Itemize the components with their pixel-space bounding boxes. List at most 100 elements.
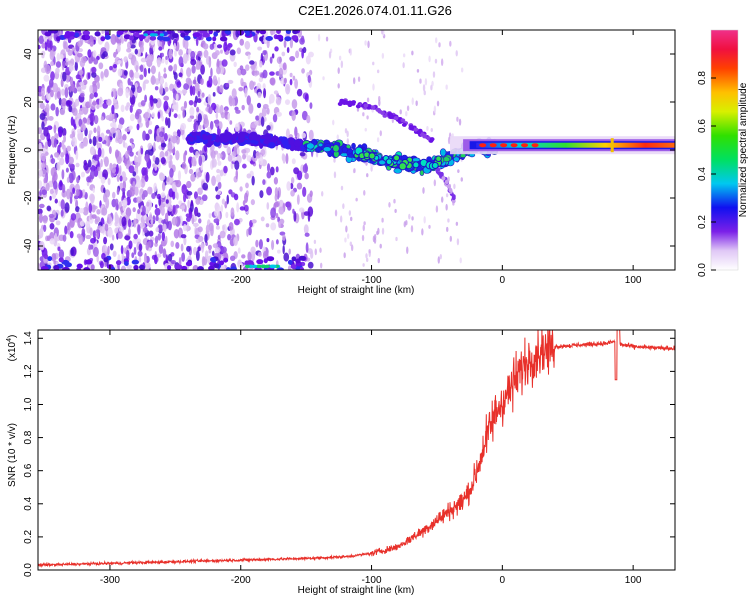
- noise-blob: [136, 86, 143, 93]
- track-blob: [201, 133, 207, 138]
- noise-blob: [140, 100, 146, 107]
- noise-blob: [61, 183, 66, 194]
- noise-blob: [166, 177, 170, 183]
- noise-blob: [219, 84, 224, 94]
- noise-blob: [293, 210, 297, 222]
- noise-blob: [207, 94, 212, 106]
- noise-blob: [62, 60, 66, 68]
- noise-blob: [244, 40, 251, 50]
- noise-blob: [269, 93, 275, 104]
- noise-blob: [75, 189, 80, 197]
- noise-blob: [251, 219, 257, 224]
- edge-band-blob: [284, 36, 292, 42]
- noise-blob: [433, 179, 437, 187]
- colorbar-tick-label: 0.8: [697, 71, 708, 85]
- noise-blob: [219, 169, 224, 177]
- noise-blob: [155, 215, 159, 222]
- noise-blob: [85, 220, 91, 228]
- noise-blob: [433, 105, 437, 113]
- noise-blob: [216, 168, 221, 174]
- noise-blob: [163, 67, 167, 73]
- noise-blob: [244, 192, 249, 204]
- noise-blob: [459, 257, 462, 264]
- noise-blob: [98, 136, 103, 142]
- noise-blob: [134, 111, 140, 120]
- noise-blob: [154, 86, 159, 91]
- noise-blob: [411, 97, 414, 105]
- edge-band-blob: [111, 266, 116, 270]
- upper-branch-blob: [337, 101, 343, 106]
- noise-blob: [151, 193, 156, 199]
- noise-blob: [202, 43, 209, 50]
- noise-blob: [39, 113, 46, 121]
- noise-blob: [148, 129, 153, 135]
- noise-blob: [242, 153, 247, 160]
- y-tick-label: 0.8: [23, 430, 34, 444]
- noise-blob: [92, 136, 97, 147]
- noise-blob: [55, 61, 62, 68]
- edge-band-blob: [128, 35, 135, 41]
- edge-band-blob: [47, 256, 53, 262]
- noise-blob: [233, 193, 239, 201]
- noise-blob: [227, 154, 233, 162]
- noise-blob: [229, 255, 236, 262]
- band-hot-spot: [521, 143, 529, 148]
- noise-blob: [117, 123, 123, 130]
- noise-blob: [38, 262, 41, 270]
- noise-blob: [405, 220, 408, 226]
- noise-blob: [372, 83, 375, 91]
- noise-blob: [66, 188, 71, 200]
- edge-band-blob: [64, 262, 72, 268]
- noise-blob: [188, 99, 194, 106]
- colorbar-axes: 0.0 0.2 0.4 0.6 0.8: [697, 71, 716, 277]
- noise-blob: [208, 75, 212, 81]
- noise-blob: [38, 228, 44, 239]
- noise-blob: [246, 95, 251, 106]
- noise-blob: [110, 127, 116, 134]
- noise-blob: [154, 163, 158, 171]
- noise-blob: [255, 239, 259, 248]
- noise-blob: [89, 112, 95, 123]
- noise-blob: [38, 180, 43, 190]
- noise-blob: [208, 213, 212, 219]
- noise-blob: [76, 128, 81, 134]
- noise-blob: [66, 177, 70, 184]
- noise-blob: [289, 38, 294, 49]
- edge-band-blob: [68, 31, 75, 37]
- noise-blob: [153, 254, 158, 265]
- noise-blob: [436, 100, 440, 107]
- noise-blob: [350, 216, 353, 222]
- lower-branch-blob: [436, 167, 441, 172]
- colorbar-tick-label: 0.0: [697, 263, 708, 277]
- bright-spot: [368, 152, 376, 160]
- lower-branch-blob: [448, 187, 453, 193]
- noise-blob: [103, 187, 106, 194]
- noise-blob: [262, 83, 266, 90]
- noise-blob: [66, 145, 72, 152]
- noise-blob: [253, 70, 260, 76]
- noise-blob: [91, 66, 97, 74]
- edge-band-blob: [287, 259, 293, 265]
- noise-blob: [292, 208, 295, 214]
- colorbar-gradient: [711, 30, 738, 270]
- noise-blob: [64, 202, 70, 213]
- noise-blob: [100, 71, 104, 79]
- noise-blob: [89, 84, 94, 94]
- noise-blob: [171, 104, 178, 110]
- noise-blob: [89, 227, 93, 236]
- noise-blob: [111, 104, 115, 115]
- edge-band-blob: [298, 255, 306, 261]
- edge-band-blob: [256, 30, 261, 34]
- noise-blob: [269, 166, 275, 176]
- noise-blob: [123, 70, 128, 76]
- y-tick-label: 0.2: [23, 530, 34, 544]
- noise-blob: [349, 48, 352, 56]
- noise-blob: [244, 87, 248, 98]
- noise-blob: [49, 50, 55, 61]
- noise-blob: [259, 190, 264, 199]
- noise-blob: [64, 83, 69, 90]
- noise-blob: [147, 67, 151, 74]
- y-tick-label: 1.0: [23, 397, 34, 411]
- noise-blob: [287, 265, 292, 270]
- noise-blob: [158, 46, 163, 51]
